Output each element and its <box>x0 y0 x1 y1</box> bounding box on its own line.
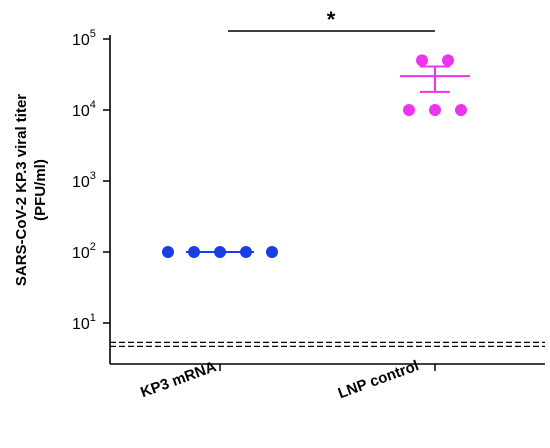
data-point <box>214 246 226 258</box>
y-axis-title-line-1: SARS-CoV-2 KP.3 viral titer <box>13 94 30 286</box>
data-point <box>455 104 467 116</box>
data-point <box>429 104 441 116</box>
y-axis-ticks: 101 102 103 104 105 <box>72 28 110 333</box>
data-point <box>188 246 200 258</box>
error-bars <box>186 65 470 253</box>
y-axis-title: SARS-CoV-2 KP.3 viral titer (PFU/ml) <box>13 94 49 286</box>
data-point <box>403 104 415 116</box>
y-tick-label: 102 <box>72 241 96 262</box>
significance-annotation: * <box>228 7 435 32</box>
data-point <box>266 246 278 258</box>
y-tick-label: 104 <box>72 99 96 120</box>
data-point <box>162 246 174 258</box>
data-point <box>442 54 454 67</box>
y-axis-title-line-2: (PFU/ml) <box>32 159 49 221</box>
data-point <box>240 246 252 258</box>
data-point <box>416 54 428 67</box>
limit-of-detection <box>110 341 545 347</box>
significance-star: * <box>327 7 336 32</box>
y-tick-label: 105 <box>72 28 96 49</box>
axes <box>109 35 545 365</box>
y-tick-label: 103 <box>72 170 96 191</box>
data-points <box>162 54 467 258</box>
y-tick-label: 101 <box>72 312 96 333</box>
